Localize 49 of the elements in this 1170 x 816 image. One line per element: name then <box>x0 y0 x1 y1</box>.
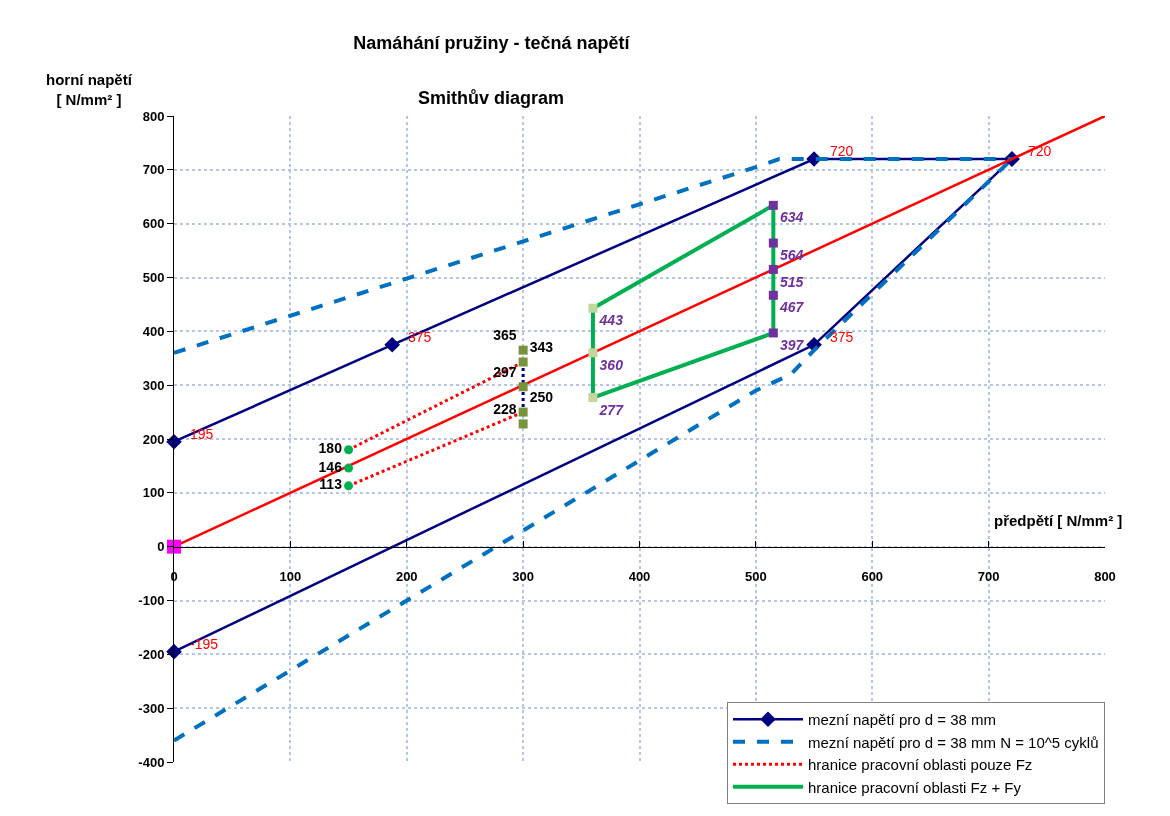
data-label: 397 <box>779 337 805 354</box>
y-tick-label: 400 <box>142 323 165 339</box>
data-label: 360 <box>599 356 624 373</box>
y-axis-title: horní napětí [ N/mm² ] <box>46 71 133 108</box>
x-tick-label: 100 <box>279 569 302 585</box>
y-tick-label: -200 <box>138 646 165 662</box>
data-label: 634 <box>779 209 804 226</box>
x-tick-label: 600 <box>861 569 884 585</box>
x-tick-label: 500 <box>745 569 767 585</box>
data-label: 467 <box>778 299 805 316</box>
y-tick-label: 600 <box>142 216 165 232</box>
x-tick-label: 300 <box>512 569 534 585</box>
legend-label: mezní napětí pro d = 38 mm <box>808 711 997 729</box>
data-label: 113 <box>319 476 343 493</box>
x-axis-title: předpětí [ N/mm² ] <box>994 512 1123 529</box>
y-tick-label: 700 <box>142 162 165 178</box>
y-tick-label: -400 <box>138 754 165 770</box>
x-tick-label: 400 <box>628 569 651 585</box>
data-label: 146 <box>318 458 343 475</box>
x-tick-label: 700 <box>977 569 1000 585</box>
x-tick-label: 800 <box>1094 569 1116 585</box>
annotation: 195 <box>190 426 214 442</box>
legend-label: hranice pracovní oblasti Fz + Fy <box>808 778 1022 796</box>
y-tick-label: -300 <box>138 700 165 716</box>
data-label: 277 <box>598 401 625 418</box>
data-label: 443 <box>598 312 624 329</box>
y-tick-label: 100 <box>142 485 165 501</box>
data-label: 228 <box>493 400 517 417</box>
data-label: 343 <box>529 338 554 355</box>
annotation: -195 <box>190 636 219 652</box>
data-label: 515 <box>779 273 804 290</box>
x-tick-label: 200 <box>395 569 418 585</box>
chart-title: Namáhání pružiny - tečná napětí <box>353 33 631 54</box>
annotation: 720 <box>830 143 854 159</box>
data-label: 250 <box>529 388 554 405</box>
y-tick-label: 800 <box>142 108 165 124</box>
y-tick-label: 200 <box>142 431 165 447</box>
data-label: 365 <box>493 327 517 344</box>
y-tick-label: 500 <box>142 270 165 286</box>
data-label: 564 <box>779 247 804 264</box>
y-tick-label: 300 <box>142 377 165 393</box>
chart-subtitle: Smithův diagram <box>418 88 565 108</box>
annotation: 375 <box>408 329 432 345</box>
y-tick-label: -100 <box>138 593 165 609</box>
data-label: 180 <box>318 440 343 457</box>
y-tick-label: 0 <box>157 539 165 555</box>
legend-label: mezní napětí pro d = 38 mm N = 10^5 cyklů <box>808 733 1099 751</box>
legend-label: hranice pracovní oblasti pouze Fz <box>808 756 1033 774</box>
annotation: 375 <box>830 329 854 345</box>
